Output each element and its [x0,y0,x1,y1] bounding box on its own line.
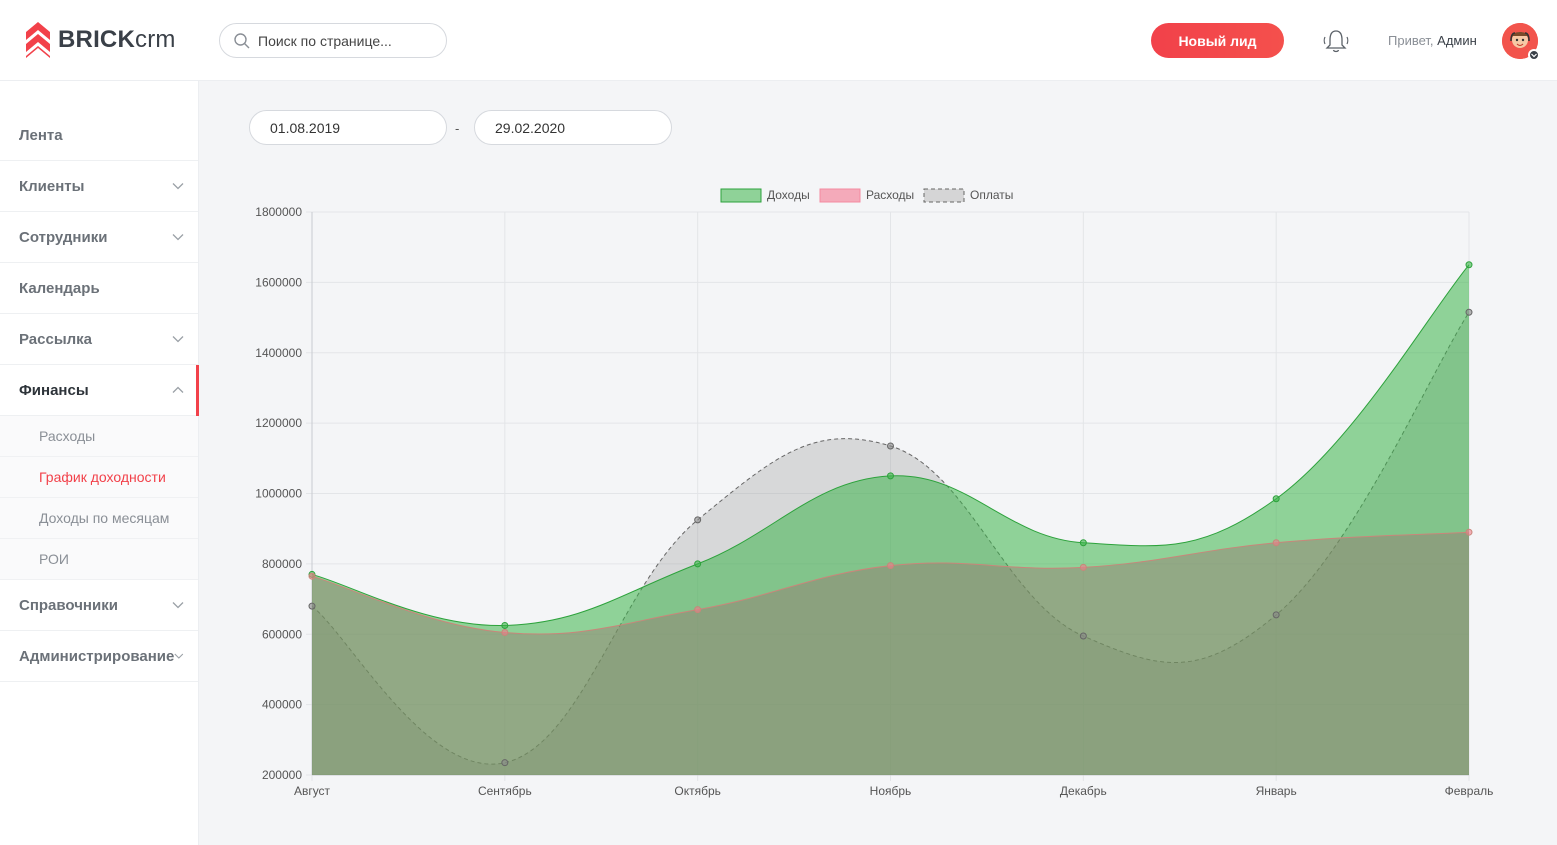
data-point-expenses [308,572,316,580]
series-area-expenses [312,532,1469,775]
sidebar-item-finance[interactable]: Финансы [0,365,199,416]
sidebar-item-label: Клиенты [19,177,85,195]
date-from-input[interactable] [249,110,447,145]
chevron-down-icon [172,234,184,241]
data-point-expenses [887,562,894,570]
sidebar-subitem-label: РОИ [39,551,69,567]
y-tick-label: 400000 [262,698,302,712]
sidebar-subitem-roi[interactable]: РОИ [0,539,198,580]
data-point-expenses [694,606,702,614]
x-tick-label: Октябрь [674,784,721,798]
bell-icon[interactable] [1322,28,1350,54]
chevron-down-icon [172,336,184,343]
sidebar-subitem-expenses[interactable]: Расходы [0,416,198,457]
data-point-payments [694,516,702,524]
x-tick-label: Декабрь [1060,784,1107,798]
search-box[interactable] [219,23,447,58]
legend-label-income: Доходы [767,188,810,202]
chevron-down-icon [1531,53,1537,58]
data-point-payments [887,442,894,450]
x-tick-label: Февраль [1445,784,1494,798]
sidebar-item-employees[interactable]: Сотрудники [0,212,198,263]
avatar[interactable] [1502,23,1540,61]
x-tick-label: Ноябрь [870,784,912,798]
data-point-expenses [1465,528,1473,536]
legend-swatch-payments [923,188,965,203]
data-point-income [694,560,702,568]
y-tick-label: 1000000 [255,487,302,501]
sidebar-item-references[interactable]: Справочники [0,580,198,631]
data-point-payments [308,602,316,610]
y-tick-label: 1200000 [255,416,302,430]
chevron-down-icon [172,183,184,190]
sidebar-item-clients[interactable]: Клиенты [0,161,198,212]
top-header: BRICKcrm Новый лид Привет, Админ [0,0,1557,81]
y-tick-label: 800000 [262,557,302,571]
sidebar: Лента Клиенты Сотрудники Календарь Рассы… [0,81,199,845]
sidebar-item-label: Лента [19,126,63,144]
data-point-income [887,472,894,480]
data-point-payments [1272,611,1280,619]
data-point-income [501,621,509,629]
sidebar-item-label: Рассылка [19,330,93,348]
search-input[interactable] [258,32,438,49]
sidebar-item-administration[interactable]: Администрирование [0,631,198,682]
logo-icon [26,22,50,58]
x-tick-label: Сентябрь [478,784,532,798]
data-point-income [1079,539,1087,547]
chevron-up-icon [172,386,184,393]
sidebar-item-label: Финансы [19,381,89,399]
chevron-down-icon [174,653,184,659]
sidebar-item-label: Администрирование [19,647,175,665]
data-point-payments [1465,308,1473,316]
y-tick-label: 200000 [262,768,302,782]
y-tick-label: 600000 [262,627,302,641]
x-tick-label: Август [294,784,331,798]
data-point-expenses [1272,539,1280,547]
sidebar-subitem-monthly-income[interactable]: Доходы по месяцам [0,498,198,539]
logo[interactable]: BRICKcrm [26,22,176,58]
x-tick-label: Январь [1256,784,1297,798]
chart-svg: 200000 400000 600000 800000 1000000 1200000 14… [255,188,1494,798]
chevron-down-icon [172,602,184,609]
sidebar-item-label: Календарь [19,279,100,297]
search-icon [234,32,250,48]
data-point-income [1465,261,1473,269]
y-tick-label: 1400000 [255,346,302,360]
data-point-income [1272,495,1280,503]
sidebar-item-label: Сотрудники [19,228,108,246]
sidebar-subitem-label: Доходы по месяцам [39,510,170,526]
sidebar-subitem-label: График доходности [39,469,166,485]
date-separator: - [455,121,460,136]
data-point-payments [501,759,509,767]
legend-label-payments: Оплаты [970,188,1013,202]
legend-swatch-income [720,188,762,203]
sidebar-subitem-label: Расходы [39,428,96,444]
data-point-expenses [501,628,509,636]
sidebar-subitem-profitability-chart[interactable]: График доходности [0,457,198,498]
y-tick-label: 1800000 [255,205,302,219]
profitability-chart: 200000 400000 600000 800000 1000000 1200000 14… [240,178,1530,808]
new-lead-button[interactable]: Новый лид [1151,23,1284,58]
logo-text: BRICKcrm [58,26,176,53]
legend-label-expenses: Расходы [866,188,914,202]
series-area-income [312,264,1469,775]
sidebar-item-calendar[interactable]: Календарь [0,263,198,314]
legend-swatch-expenses [819,188,861,203]
data-point-payments [1079,632,1087,640]
date-to-input[interactable] [474,110,672,145]
sidebar-item-feed[interactable]: Лента [0,110,198,161]
sidebar-item-mailing[interactable]: Рассылка [0,314,198,365]
data-point-expenses [1079,563,1087,571]
sidebar-item-label: Справочники [19,596,118,614]
avatar-dropdown-badge[interactable] [1528,49,1540,61]
user-greeting: Привет, Админ [1388,33,1477,48]
y-tick-label: 1600000 [255,275,302,289]
